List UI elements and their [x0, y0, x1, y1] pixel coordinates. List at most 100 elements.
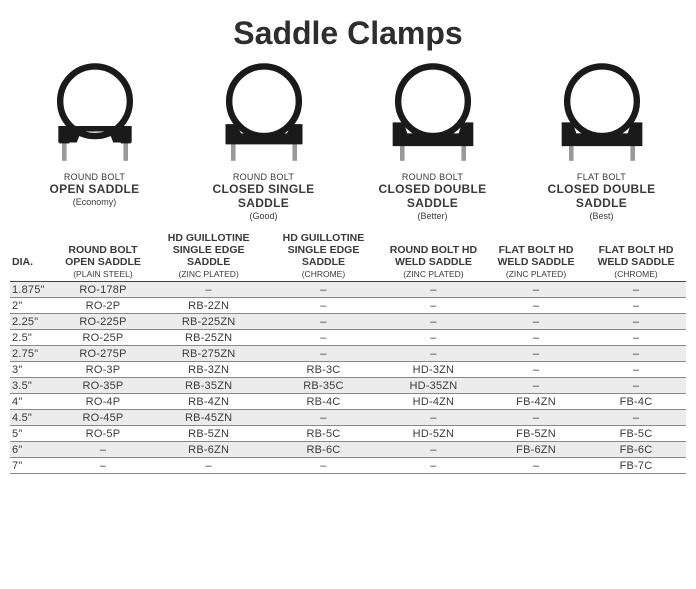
cell: –	[381, 410, 486, 426]
cell: RB-225ZN	[151, 314, 266, 330]
cell: –	[586, 378, 686, 394]
cell: RB-3C	[266, 362, 381, 378]
product-boltline: ROUND BOLT	[233, 172, 294, 182]
product-boltline: ROUND BOLT	[402, 172, 463, 182]
cell: RO-25P	[55, 330, 151, 346]
col-header: HD GUILLOTINESINGLE EDGE SADDLE	[151, 231, 266, 268]
table-row: 1.875"RO-178P–––––	[10, 282, 686, 298]
cell: –	[486, 378, 586, 394]
col-subheader: (ZINC PLATED)	[381, 268, 486, 282]
cell: RB-5C	[266, 426, 381, 442]
product-1: ROUND BOLTCLOSED SINGLESADDLE(Good)	[184, 60, 344, 221]
cell-dia: 6"	[10, 442, 55, 458]
cell: –	[486, 298, 586, 314]
cell: –	[486, 282, 586, 298]
table-row: 2.25"RO-225PRB-225ZN––––	[10, 314, 686, 330]
cell: RO-225P	[55, 314, 151, 330]
product-3: FLAT BOLTCLOSED DOUBLESADDLE(Best)	[522, 60, 682, 221]
cell: –	[381, 346, 486, 362]
spec-table: DIA.ROUND BOLTOPEN SADDLEHD GUILLOTINESI…	[10, 231, 686, 474]
col-header: FLAT BOLT HDWELD SADDLE	[486, 231, 586, 268]
cell: RB-3ZN	[151, 362, 266, 378]
product-boltline: FLAT BOLT	[577, 172, 626, 182]
col-subheader: (ZINC PLATED)	[151, 268, 266, 282]
cell: HD-35ZN	[381, 378, 486, 394]
product-boltline: ROUND BOLT	[64, 172, 125, 182]
cell-dia: 4.5"	[10, 410, 55, 426]
cell: –	[55, 442, 151, 458]
cell: –	[151, 282, 266, 298]
cell: –	[586, 346, 686, 362]
cell: –	[381, 458, 486, 474]
cell: –	[381, 298, 486, 314]
cell: –	[381, 314, 486, 330]
col-subheader: (CHROME)	[586, 268, 686, 282]
cell: RB-35ZN	[151, 378, 266, 394]
product-name: OPEN SADDLE	[50, 182, 140, 196]
cell: RB-5ZN	[151, 426, 266, 442]
cell-dia: 3"	[10, 362, 55, 378]
cell: FB-6C	[586, 442, 686, 458]
col-header: HD GUILLOTINESINGLE EDGE SADDLE	[266, 231, 381, 268]
cell-dia: 7"	[10, 458, 55, 474]
product-quality: (Better)	[417, 211, 447, 221]
cell: FB-5C	[586, 426, 686, 442]
cell: –	[266, 282, 381, 298]
table-row: 4"RO-4PRB-4ZNRB-4CHD-4ZNFB-4ZNFB-4C	[10, 394, 686, 410]
cell: RO-275P	[55, 346, 151, 362]
cell: FB-5ZN	[486, 426, 586, 442]
product-quality: (Best)	[589, 211, 613, 221]
cell: RO-4P	[55, 394, 151, 410]
cell-dia: 2.75"	[10, 346, 55, 362]
table-row: 3.5"RO-35PRB-35ZNRB-35CHD-35ZN––	[10, 378, 686, 394]
cell: HD-4ZN	[381, 394, 486, 410]
cell: RO-5P	[55, 426, 151, 442]
product-2: ROUND BOLTCLOSED DOUBLESADDLE(Better)	[353, 60, 513, 221]
cell: RB-6ZN	[151, 442, 266, 458]
col-subheader	[10, 268, 55, 282]
cell: –	[486, 410, 586, 426]
product-row: ROUND BOLTOPEN SADDLE(Economy) ROUND BOL…	[10, 60, 686, 221]
table-row: 6"–RB-6ZNRB-6C–FB-6ZNFB-6C	[10, 442, 686, 458]
table-row: 5"RO-5PRB-5ZNRB-5CHD-5ZNFB-5ZNFB-5C	[10, 426, 686, 442]
cell: –	[381, 282, 486, 298]
table-row: 2"RO-2PRB-2ZN––––	[10, 298, 686, 314]
cell: RB-25ZN	[151, 330, 266, 346]
cell: –	[586, 282, 686, 298]
table-row: 2.5"RO-25PRB-25ZN––––	[10, 330, 686, 346]
cell: –	[586, 410, 686, 426]
cell: –	[486, 314, 586, 330]
cell: RB-45ZN	[151, 410, 266, 426]
product-name: CLOSED DOUBLESADDLE	[548, 182, 656, 210]
table-row: 4.5"RO-45PRB-45ZN––––	[10, 410, 686, 426]
cell: RB-6C	[266, 442, 381, 458]
product-name: CLOSED SINGLESADDLE	[213, 182, 315, 210]
cell: –	[266, 330, 381, 346]
col-subheader: (CHROME)	[266, 268, 381, 282]
product-quality: (Good)	[249, 211, 277, 221]
cell: RO-3P	[55, 362, 151, 378]
cell: FB-4C	[586, 394, 686, 410]
cell: RO-2P	[55, 298, 151, 314]
cell-dia: 1.875"	[10, 282, 55, 298]
cell: –	[266, 298, 381, 314]
table-row: 2.75"RO-275PRB-275ZN––––	[10, 346, 686, 362]
col-subheader: (ZINC PLATED)	[486, 268, 586, 282]
page-title: Saddle Clamps	[10, 15, 686, 52]
cell: RO-35P	[55, 378, 151, 394]
cell-dia: 5"	[10, 426, 55, 442]
cell: –	[266, 458, 381, 474]
cell: –	[151, 458, 266, 474]
cell: HD-3ZN	[381, 362, 486, 378]
cell-dia: 4"	[10, 394, 55, 410]
col-header: ROUND BOLTOPEN SADDLE	[55, 231, 151, 268]
cell: RB-4ZN	[151, 394, 266, 410]
col-subheader: (PLAIN STEEL)	[55, 268, 151, 282]
cell: –	[266, 410, 381, 426]
table-row: 3"RO-3PRB-3ZNRB-3CHD-3ZN––	[10, 362, 686, 378]
cell: HD-5ZN	[381, 426, 486, 442]
cell: RB-4C	[266, 394, 381, 410]
cell: –	[381, 330, 486, 346]
cell: FB-6ZN	[486, 442, 586, 458]
product-name: CLOSED DOUBLESADDLE	[379, 182, 487, 210]
